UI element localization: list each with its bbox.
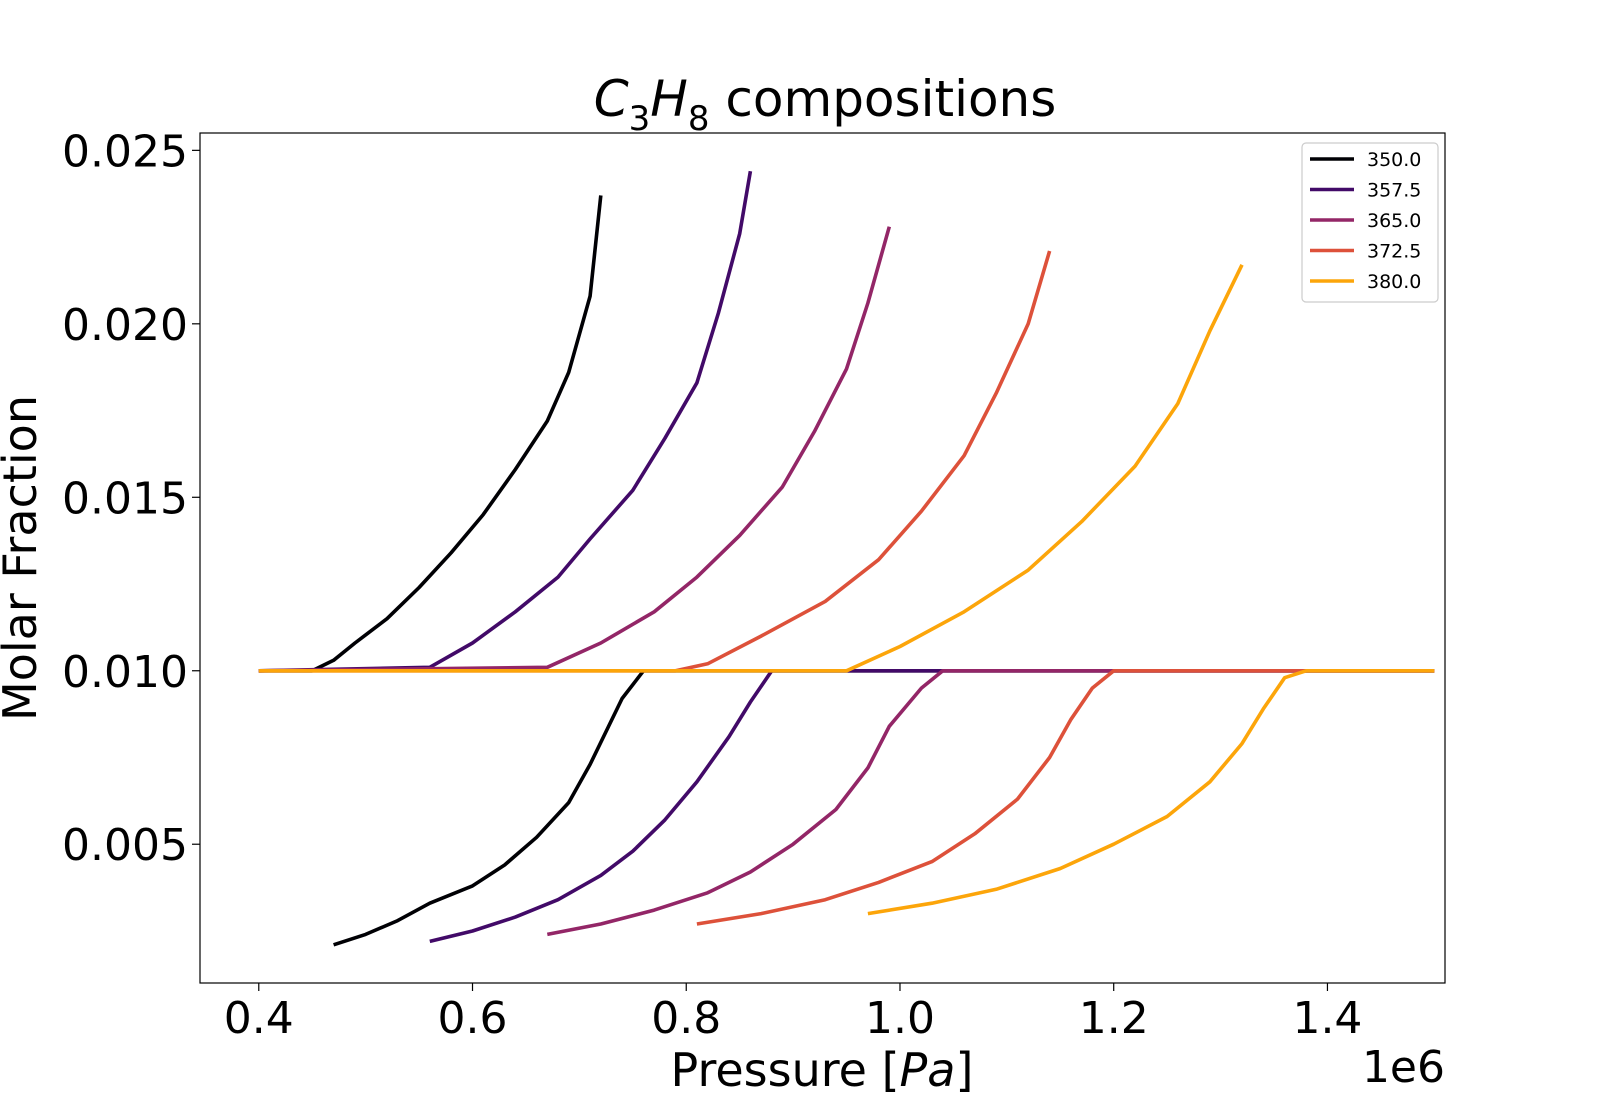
x-tick-label: 1.2 (1079, 993, 1149, 1044)
x-axis-label: Pressure [Pa] (671, 1043, 974, 1097)
legend: 350.0 357.5 365.0 372.5 380.0 (1301, 142, 1439, 303)
x-axis-ticks: 0.4 0.6 0.8 1.0 1.2 1.4 (224, 983, 1362, 1044)
y-tick-label: 0.010 (62, 647, 188, 698)
legend-entry-label: 357.5 (1367, 180, 1421, 202)
legend-entry-label: 372.5 (1367, 241, 1421, 263)
legend-frame (1301, 142, 1439, 303)
series-line-upper-4 (258, 264, 1244, 673)
x-axis-label-unit: Pa (900, 1043, 956, 1097)
x-tick-label: 0.6 (438, 993, 508, 1044)
title-species-c: C (594, 70, 629, 128)
y-tick-label: 0.005 (62, 820, 188, 871)
x-tick-label: 0.8 (651, 993, 721, 1044)
x-axis-label-rbracket: ] (955, 1043, 973, 1097)
x-axis-label-lbracket: [ (882, 1043, 900, 1097)
series-line-lower-3 (696, 668, 1435, 926)
title-rest: compositions (710, 70, 1057, 128)
x-tick-label: 1.4 (1292, 993, 1362, 1044)
y-tick-label: 0.025 (62, 126, 188, 177)
series-line-upper-3 (258, 250, 1052, 673)
series-line-lower-4 (867, 668, 1435, 916)
y-axis-ticks: 0.005 0.010 0.015 0.020 0.025 (62, 126, 200, 871)
plot-lines (258, 170, 1435, 947)
legend-entry-label: 350.0 (1367, 149, 1421, 171)
series-line-upper-2 (258, 226, 892, 673)
plot-area-frame (199, 132, 1446, 984)
x-axis-offset-label: 1e6 (1362, 1042, 1445, 1093)
legend-entry-label: 365.0 (1367, 210, 1421, 232)
title-species-h: H (650, 70, 688, 128)
chart-title: C3H8 compositions (594, 70, 1057, 139)
x-axis-label-text: Pressure (671, 1043, 882, 1097)
y-tick-label: 0.015 (62, 473, 188, 524)
x-tick-label: 0.4 (224, 993, 294, 1044)
series-line-upper-1 (258, 170, 753, 673)
legend-entry-label: 380.0 (1367, 271, 1421, 293)
series-line-lower-2 (546, 668, 1435, 937)
y-axis-label: Molar Fraction (0, 395, 47, 721)
title-subscript-2: 8 (688, 99, 710, 139)
y-tick-label: 0.020 (62, 300, 188, 351)
x-tick-label: 1.0 (865, 993, 935, 1044)
title-subscript-1: 3 (629, 99, 651, 139)
series-line-upper-0 (258, 195, 603, 673)
